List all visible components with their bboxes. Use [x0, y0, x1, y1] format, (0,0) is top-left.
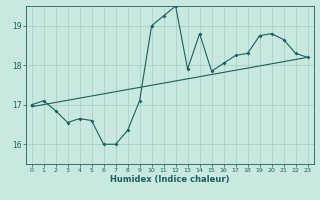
X-axis label: Humidex (Indice chaleur): Humidex (Indice chaleur) [110, 175, 229, 184]
